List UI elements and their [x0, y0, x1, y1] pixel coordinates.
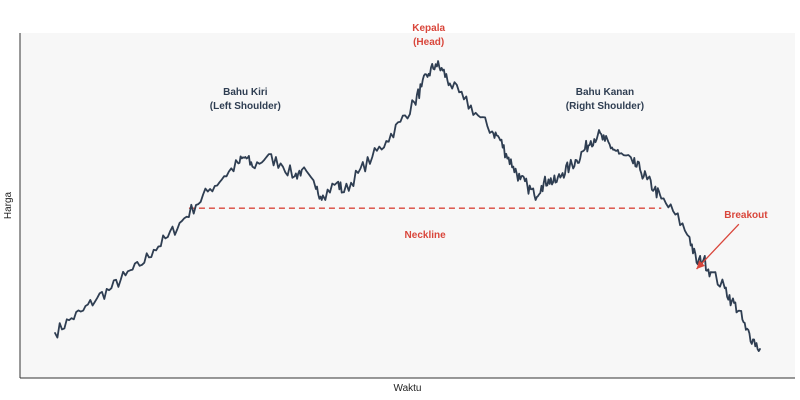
- right-shoulder-label: Bahu Kanan (Right Shoulder): [566, 87, 644, 112]
- price-series-line: [54, 60, 761, 352]
- plot-area: [20, 33, 795, 378]
- neckline-label: Neckline: [405, 230, 447, 241]
- breakout-label: Breakout: [724, 210, 768, 221]
- y-axis-label: Harga: [3, 191, 14, 219]
- head-label: Kepala (Head): [412, 23, 445, 48]
- annotations-group: Bahu Kiri (Left Shoulder) Kepala (Head) Bahu…: [210, 23, 768, 270]
- x-axis-label: Waktu: [394, 383, 422, 394]
- left-shoulder-label: Bahu Kiri (Left Shoulder): [210, 87, 281, 112]
- axes: [19, 33, 795, 379]
- neckline-group: Neckline: [188, 207, 662, 241]
- breakout-arrow-line: [696, 223, 740, 270]
- breakout-arrowhead-icon: [696, 260, 705, 269]
- series-group: [54, 60, 761, 352]
